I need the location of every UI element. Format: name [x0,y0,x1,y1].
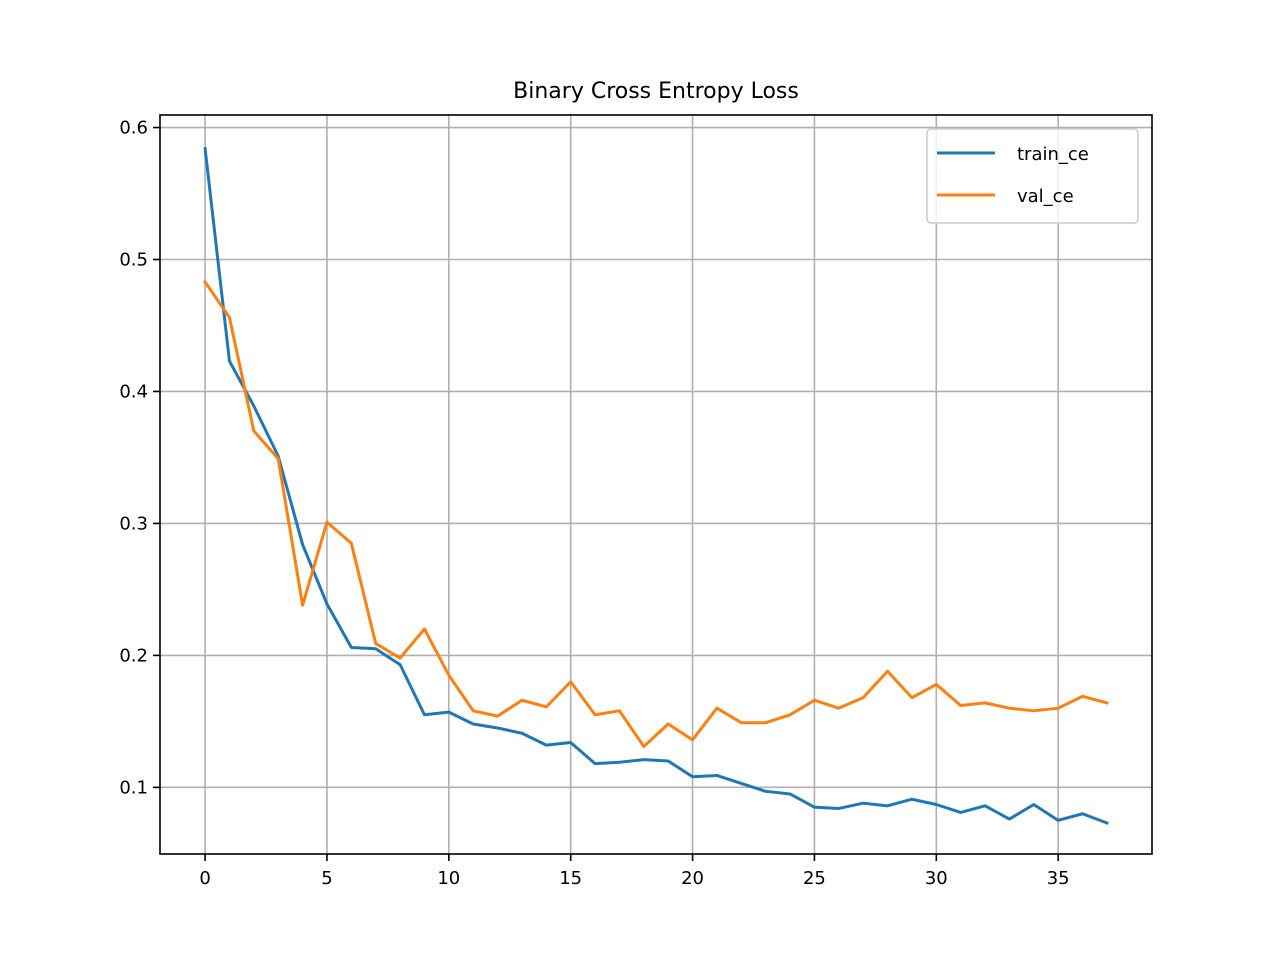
plot-area-frame [159,114,1153,855]
y-tick-label: 0.6 [119,118,148,139]
series-line-train_ce [203,146,1109,825]
y-tick-label: 0.3 [119,513,148,534]
legend: train_ce val_ce [926,128,1139,224]
x-tick-label: 0 [199,868,210,889]
x-tick-label: 20 [681,868,704,889]
y-tick-label: 0.2 [119,645,148,666]
x-tick-label: 5 [321,868,332,889]
series-group [203,146,1109,825]
x-tick-label: 30 [925,868,948,889]
x-tick-label: 25 [803,868,826,889]
axis-ticks: 0 5 10 15 20 25 30 35 0.1 0.2 0.3 0.4 0.5 0.6 [119,118,1069,889]
y-tick-label: 0.5 [119,250,148,271]
y-tick-label: 0.1 [119,777,148,798]
x-tick-label: 15 [559,868,582,889]
x-tick-label: 10 [437,868,460,889]
series-line-val_ce [203,279,1109,748]
chart-title: Binary Cross Entropy Loss [513,79,799,104]
legend-label-train_ce: train_ce [1017,144,1089,165]
y-tick-label: 0.4 [119,381,148,402]
x-tick-label: 35 [1047,868,1070,889]
legend-label-val_ce: val_ce [1017,186,1074,207]
grid [160,115,1152,854]
